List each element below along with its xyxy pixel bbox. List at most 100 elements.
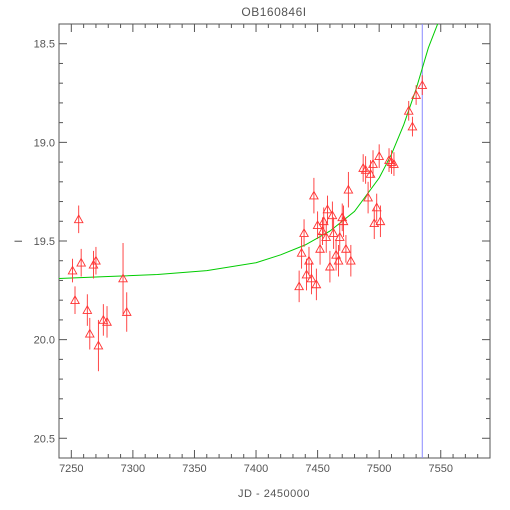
triangle-marker [67, 265, 78, 275]
data-point [301, 258, 312, 291]
data-point [304, 246, 314, 275]
data-point [327, 201, 338, 230]
data-point [369, 207, 380, 240]
data-point [296, 237, 307, 269]
data-point [88, 250, 99, 279]
triangle-marker [311, 279, 322, 289]
data-point [294, 270, 305, 303]
data-point [121, 292, 132, 332]
y-tick-label: 18.5 [34, 39, 55, 51]
triangle-marker [82, 304, 93, 314]
triangle-marker [388, 158, 399, 168]
triangle-marker [318, 216, 329, 226]
triangle-marker [338, 216, 349, 226]
triangle-marker [327, 210, 338, 220]
data-point [333, 244, 344, 277]
triangle-marker [403, 105, 414, 115]
data-point [311, 268, 322, 301]
triangle-marker [369, 218, 380, 228]
data-points-layer [67, 75, 428, 372]
x-tick-label: 7300 [121, 463, 145, 475]
data-point [360, 156, 371, 184]
x-tick-label: 7450 [305, 463, 329, 475]
data-point [417, 75, 428, 96]
data-point [340, 235, 351, 263]
data-point [337, 203, 348, 232]
data-point [82, 294, 93, 326]
triangle-marker [296, 247, 307, 257]
triangle-marker [360, 164, 371, 174]
triangle-marker [321, 231, 332, 241]
data-point [322, 195, 333, 224]
triangle-marker [324, 261, 335, 271]
fit-curve [59, 24, 445, 279]
fit-curve-layer [59, 24, 445, 279]
triangle-marker [368, 158, 378, 168]
triangle-marker [343, 184, 354, 194]
triangle-marker [98, 314, 109, 324]
triangle-marker [121, 306, 132, 316]
triangle-marker [328, 227, 339, 237]
triangle-marker [93, 340, 104, 350]
y-axis: 18.5 19.0 19.5 20.0 20.5 [34, 23, 490, 459]
x-tick-label: 7550 [429, 463, 453, 475]
triangle-marker [407, 121, 418, 131]
data-point [374, 144, 385, 169]
data-point [299, 219, 310, 247]
triangle-marker [84, 328, 95, 338]
triangle-marker [334, 231, 345, 241]
data-point [98, 304, 109, 336]
triangle-marker [333, 255, 344, 265]
data-point [70, 286, 80, 314]
triangle-marker [70, 295, 80, 304]
triangle-marker [317, 226, 328, 235]
x-tick-label: 7350 [182, 463, 206, 475]
x-tick-label: 7250 [59, 463, 83, 475]
triangle-marker [322, 204, 333, 214]
data-point [371, 193, 382, 222]
y-tick-label: 20.0 [34, 335, 55, 347]
x-tick-label: 7400 [244, 463, 268, 475]
data-point [324, 250, 335, 283]
x-tick-label: 7500 [367, 463, 391, 475]
triangle-marker [371, 202, 382, 212]
data-point [93, 319, 104, 372]
data-point [308, 177, 319, 214]
triangle-marker [340, 243, 351, 253]
data-point [338, 205, 349, 238]
triangle-marker [102, 316, 112, 326]
triangle-marker [306, 273, 317, 283]
data-point [84, 317, 95, 350]
data-point [306, 262, 317, 295]
y-tick-label: 20.5 [34, 433, 55, 445]
triangle-marker [374, 151, 385, 160]
data-point [118, 242, 128, 314]
data-point [328, 217, 339, 249]
triangle-marker [118, 273, 128, 283]
data-point [67, 258, 78, 283]
data-point [411, 85, 422, 105]
triangle-marker [363, 192, 374, 202]
data-point [407, 116, 418, 137]
data-point [90, 246, 101, 275]
data-point [386, 150, 397, 174]
data-point [363, 181, 374, 214]
y-tick-label: 19.0 [34, 137, 55, 149]
triangle-marker [417, 80, 428, 89]
chart-title: OB160846I [241, 5, 306, 19]
plot-frame [58, 23, 491, 459]
x-axis-title: JD - 2450000 [238, 488, 310, 500]
data-point [334, 223, 345, 251]
triangle-marker [375, 216, 386, 226]
data-point [76, 248, 87, 277]
triangle-marker [73, 214, 84, 224]
data-point [345, 244, 356, 277]
triangle-marker [90, 255, 101, 265]
triangle-marker [315, 243, 326, 253]
triangle-marker [294, 281, 305, 291]
y-axis-title: I [13, 239, 25, 243]
triangle-marker [345, 255, 356, 265]
data-point [403, 100, 414, 121]
data-point [388, 152, 399, 176]
